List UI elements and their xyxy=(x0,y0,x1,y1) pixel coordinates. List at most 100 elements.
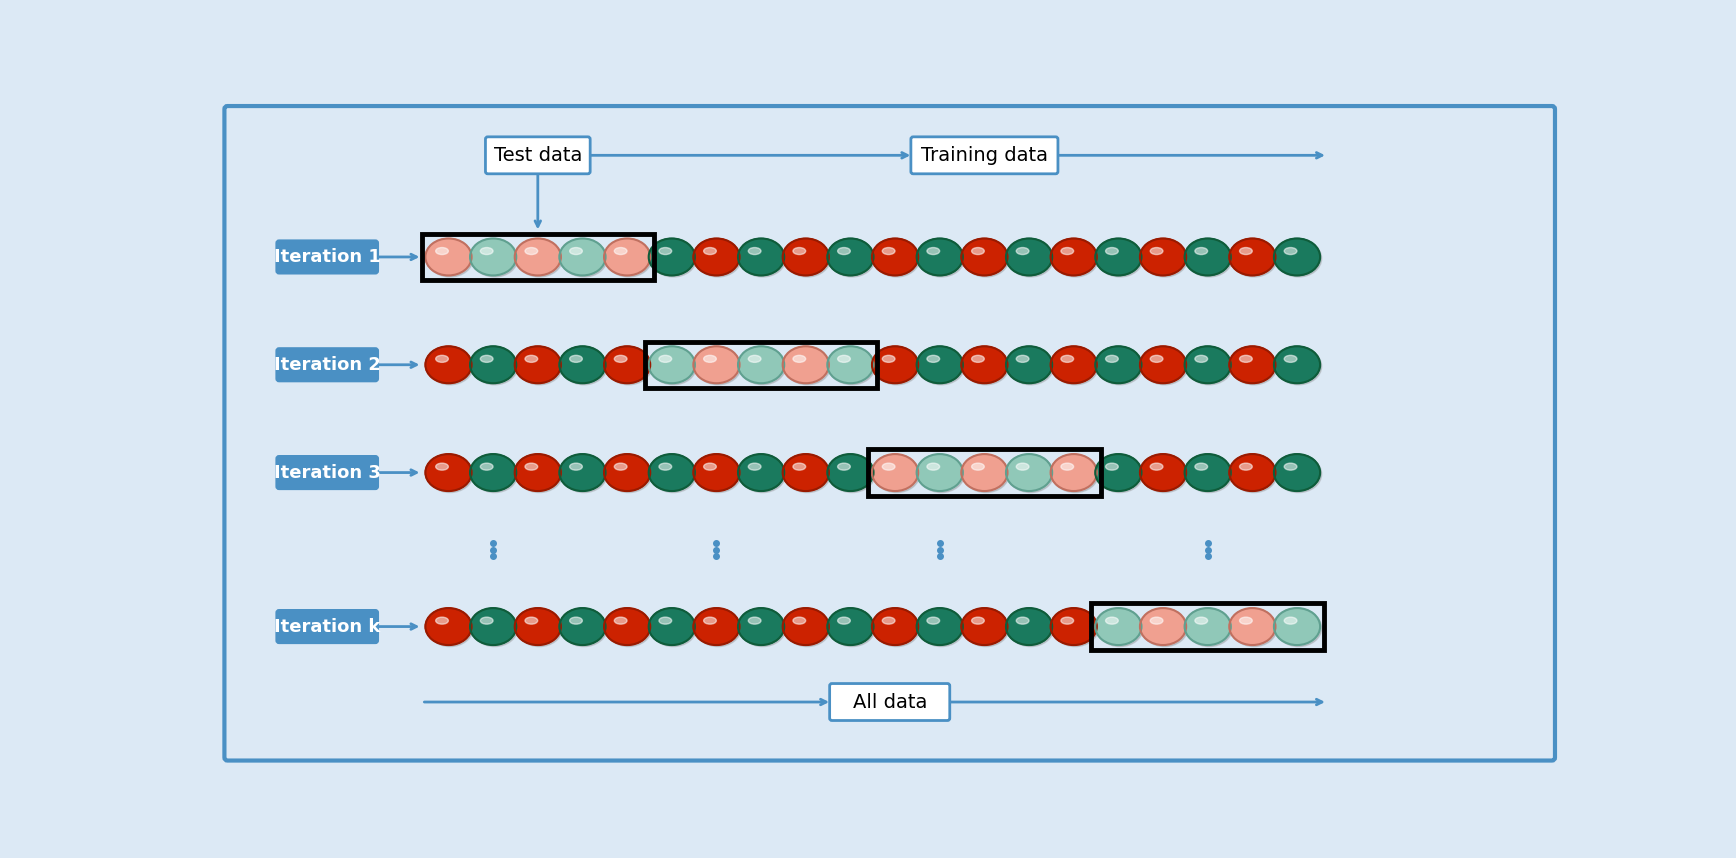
Ellipse shape xyxy=(1240,355,1252,362)
Ellipse shape xyxy=(828,347,875,384)
Ellipse shape xyxy=(917,347,963,384)
Ellipse shape xyxy=(837,248,851,255)
Ellipse shape xyxy=(1231,347,1278,384)
Ellipse shape xyxy=(1095,608,1142,645)
Ellipse shape xyxy=(927,617,939,624)
Ellipse shape xyxy=(972,248,984,255)
Ellipse shape xyxy=(1106,617,1118,624)
Ellipse shape xyxy=(1050,347,1097,384)
Ellipse shape xyxy=(873,240,920,277)
Ellipse shape xyxy=(660,463,672,470)
Ellipse shape xyxy=(472,610,517,647)
Ellipse shape xyxy=(1186,456,1233,492)
Ellipse shape xyxy=(569,463,582,470)
Ellipse shape xyxy=(1151,248,1163,255)
Ellipse shape xyxy=(559,347,606,384)
Ellipse shape xyxy=(651,456,696,492)
Ellipse shape xyxy=(660,617,672,624)
Ellipse shape xyxy=(561,456,608,492)
Ellipse shape xyxy=(783,239,828,275)
Ellipse shape xyxy=(606,610,651,647)
Ellipse shape xyxy=(740,347,786,384)
Ellipse shape xyxy=(649,239,694,275)
Bar xyxy=(644,341,877,388)
Ellipse shape xyxy=(470,347,516,384)
Ellipse shape xyxy=(1141,239,1186,275)
Text: Training data: Training data xyxy=(920,146,1049,165)
Ellipse shape xyxy=(1231,240,1278,277)
Ellipse shape xyxy=(703,617,717,624)
Ellipse shape xyxy=(1285,248,1297,255)
Ellipse shape xyxy=(1240,463,1252,470)
Ellipse shape xyxy=(962,608,1007,645)
Ellipse shape xyxy=(785,347,830,384)
Ellipse shape xyxy=(1142,240,1187,277)
Ellipse shape xyxy=(703,355,717,362)
Ellipse shape xyxy=(470,239,516,275)
Ellipse shape xyxy=(425,347,472,384)
Ellipse shape xyxy=(873,456,920,492)
Ellipse shape xyxy=(871,608,918,645)
Ellipse shape xyxy=(1097,347,1142,384)
Ellipse shape xyxy=(481,463,493,470)
Ellipse shape xyxy=(1194,617,1208,624)
Ellipse shape xyxy=(1229,239,1276,275)
Ellipse shape xyxy=(785,456,830,492)
Ellipse shape xyxy=(481,248,493,255)
Text: Iteration k: Iteration k xyxy=(274,618,380,636)
Ellipse shape xyxy=(783,454,828,491)
Ellipse shape xyxy=(1151,617,1163,624)
Ellipse shape xyxy=(694,347,741,384)
Ellipse shape xyxy=(703,463,717,470)
Ellipse shape xyxy=(828,456,875,492)
Ellipse shape xyxy=(1231,610,1278,647)
Ellipse shape xyxy=(837,617,851,624)
Ellipse shape xyxy=(693,347,740,384)
Ellipse shape xyxy=(1061,617,1073,624)
Ellipse shape xyxy=(1274,347,1319,384)
Ellipse shape xyxy=(604,239,651,275)
Ellipse shape xyxy=(1274,454,1319,491)
Ellipse shape xyxy=(1186,347,1233,384)
Ellipse shape xyxy=(917,454,963,491)
Ellipse shape xyxy=(1142,347,1187,384)
Ellipse shape xyxy=(436,463,448,470)
Ellipse shape xyxy=(793,617,806,624)
Ellipse shape xyxy=(561,240,608,277)
Ellipse shape xyxy=(569,617,582,624)
Ellipse shape xyxy=(660,248,672,255)
FancyBboxPatch shape xyxy=(911,136,1057,174)
Ellipse shape xyxy=(425,239,472,275)
Ellipse shape xyxy=(740,240,786,277)
Ellipse shape xyxy=(828,454,873,491)
Ellipse shape xyxy=(972,355,984,362)
Ellipse shape xyxy=(569,355,582,362)
Ellipse shape xyxy=(828,610,875,647)
Ellipse shape xyxy=(783,608,828,645)
Ellipse shape xyxy=(748,617,760,624)
Ellipse shape xyxy=(1097,610,1142,647)
Ellipse shape xyxy=(1007,456,1054,492)
Ellipse shape xyxy=(606,347,651,384)
Ellipse shape xyxy=(963,240,1009,277)
Ellipse shape xyxy=(651,240,696,277)
Ellipse shape xyxy=(1016,355,1029,362)
Ellipse shape xyxy=(738,239,785,275)
Ellipse shape xyxy=(1007,240,1054,277)
Ellipse shape xyxy=(427,456,474,492)
Ellipse shape xyxy=(785,240,830,277)
Ellipse shape xyxy=(425,608,472,645)
Ellipse shape xyxy=(1142,456,1187,492)
Ellipse shape xyxy=(1184,347,1231,384)
Ellipse shape xyxy=(1007,347,1054,384)
Ellipse shape xyxy=(516,240,562,277)
Ellipse shape xyxy=(1095,347,1142,384)
Text: Iteration 1: Iteration 1 xyxy=(274,248,380,266)
Ellipse shape xyxy=(470,608,516,645)
Ellipse shape xyxy=(514,239,561,275)
Ellipse shape xyxy=(1276,610,1321,647)
Ellipse shape xyxy=(559,608,606,645)
Ellipse shape xyxy=(927,248,939,255)
Ellipse shape xyxy=(828,347,873,384)
Bar xyxy=(422,234,654,280)
